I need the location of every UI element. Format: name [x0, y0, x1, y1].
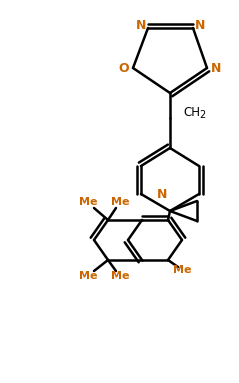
- Text: Me: Me: [79, 271, 97, 281]
- Text: 2: 2: [199, 110, 205, 120]
- Text: Me: Me: [111, 197, 129, 207]
- Text: Me: Me: [173, 265, 191, 275]
- Text: Me: Me: [111, 271, 129, 281]
- Text: N: N: [211, 62, 221, 75]
- Text: N: N: [136, 18, 146, 31]
- Text: Me: Me: [79, 197, 97, 207]
- Text: O: O: [119, 62, 129, 75]
- Text: N: N: [157, 188, 167, 200]
- Text: CH: CH: [183, 105, 200, 118]
- Text: N: N: [195, 18, 205, 31]
